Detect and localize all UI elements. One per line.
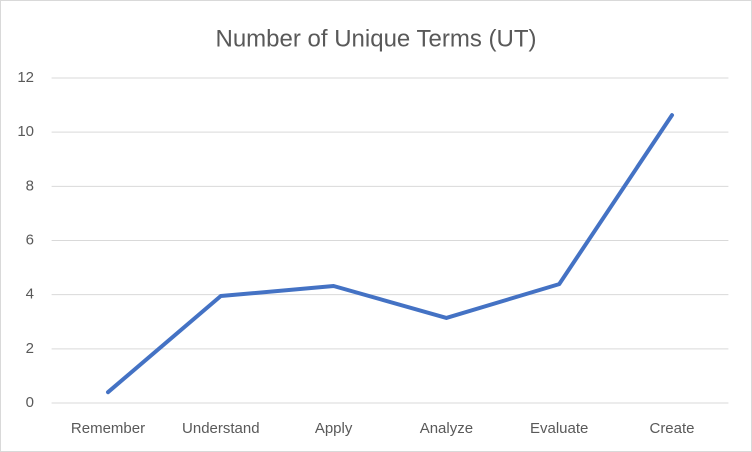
y-tick-label: 8 <box>26 177 34 194</box>
y-tick-label: 4 <box>26 286 34 303</box>
x-tick-label: Evaluate <box>530 420 588 437</box>
chart-title: Number of Unique Terms (UT) <box>216 25 537 52</box>
x-tick-label: Analyze <box>420 420 473 437</box>
y-tick-label: 6 <box>26 231 34 248</box>
x-tick-label: Understand <box>182 420 260 437</box>
x-tick-label: Apply <box>315 420 353 437</box>
y-tick-label: 0 <box>26 394 34 411</box>
data-line <box>106 113 674 395</box>
x-tick-label: Remember <box>71 420 145 437</box>
y-tick-label: 2 <box>26 340 34 357</box>
y-tick-label: 12 <box>17 69 34 86</box>
x-tick-label: Create <box>649 420 694 437</box>
y-tick-label: 10 <box>17 123 34 140</box>
